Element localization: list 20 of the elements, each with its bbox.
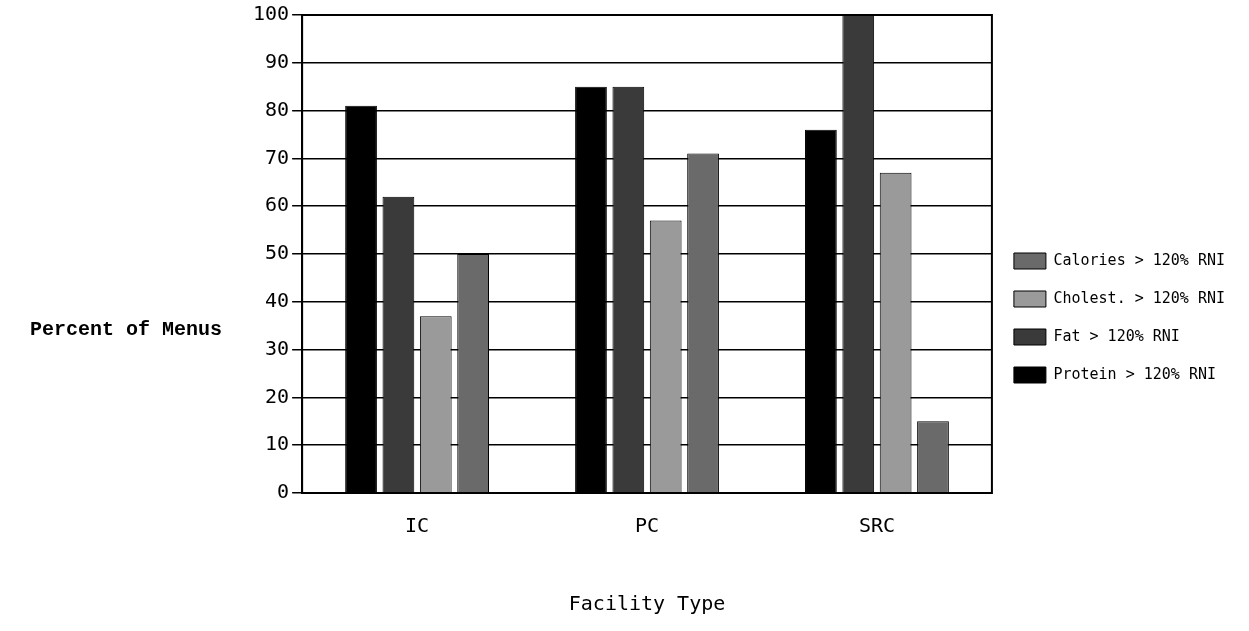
legend-label: Protein > 120% RNI: [1053, 364, 1216, 383]
y-tick-label: 30: [265, 335, 290, 360]
legend-label: Fat > 120% RNI: [1053, 326, 1180, 345]
y-tick-label: 80: [265, 96, 290, 121]
y-tick-label: 40: [265, 288, 290, 312]
y-tick-label: 10: [265, 431, 290, 456]
y-tick-label: 0: [277, 479, 290, 504]
y-tick-label: 60: [265, 192, 290, 217]
legend-label: Cholest. > 120% RNI: [1053, 288, 1226, 307]
x-tick-label: IC: [405, 513, 430, 538]
x-tick-label: SRC: [858, 513, 896, 538]
y-tick-label: 90: [265, 49, 290, 73]
y-tick-label: 50: [265, 240, 290, 265]
x-tick-label: PC: [634, 513, 660, 538]
y-tick-label: 70: [265, 144, 290, 169]
y-axis-title: Percent of Menus: [30, 318, 224, 342]
x-axis-title: Facility Type: [568, 591, 726, 616]
y-tick-label: 20: [265, 383, 290, 408]
y-tick-label: 100: [253, 1, 290, 26]
legend-label: Calories > 120% RNI: [1053, 250, 1226, 269]
